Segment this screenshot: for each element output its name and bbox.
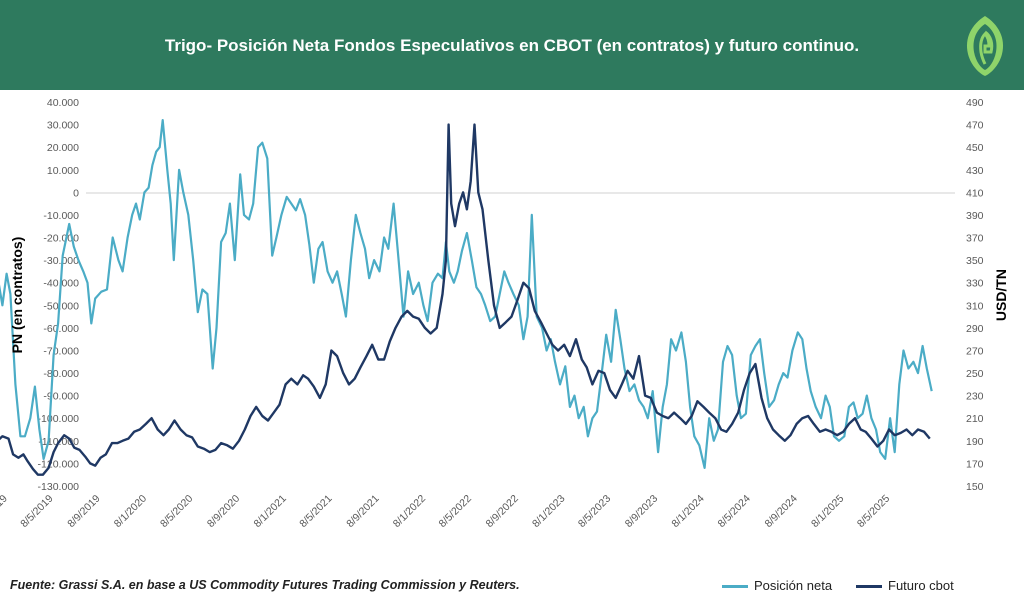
y-right-tick-label: 350 xyxy=(966,255,984,267)
x-tick-label: 8/9/2023 xyxy=(623,493,660,530)
right-axis-ticks: 490 470 450 430 410 390 370 350 330 310 290 270 250 2… xyxy=(966,97,984,493)
y-left-tick-label: -80.000 xyxy=(43,368,79,380)
legend-label-posicion-neta: Posición neta xyxy=(754,578,833,593)
x-tick-label: 8/5/2022 xyxy=(437,493,474,530)
y-left-tick-label: -120.000 xyxy=(38,458,80,470)
legend-item-posicion-neta: Posición neta xyxy=(722,578,832,593)
series-layer xyxy=(0,119,933,476)
x-tick-label: 8/9/2024 xyxy=(762,493,799,530)
chart-title: Trigo- Posición Neta Fondos Especulativo… xyxy=(164,36,860,55)
x-tick-label: 8/9/2019 xyxy=(65,493,102,530)
x-tick-label: 8/1/2022 xyxy=(391,493,428,530)
x-tick-label: 8/9/2021 xyxy=(344,493,381,530)
y-left-tick-label: 40.000 xyxy=(47,97,79,109)
y-left-tick-label: -100.000 xyxy=(38,413,80,425)
legend-swatch-posicion-neta xyxy=(722,585,748,589)
y-right-tick-label: 170 xyxy=(966,458,984,470)
y-left-tick-label: -20.000 xyxy=(43,233,79,245)
y-right-tick-label: 310 xyxy=(966,300,984,312)
source-note: Fuente: Grassi S.A. en base a US Commodi… xyxy=(10,578,520,592)
x-tick-label: 8/1/2021 xyxy=(251,493,288,530)
y-left-tick-label: -130.000 xyxy=(38,481,80,493)
y-right-tick-label: 490 xyxy=(966,97,984,109)
x-tick-label: 8/1/2020 xyxy=(112,493,149,530)
header-banner: Trigo- Posición Neta Fondos Especulativo… xyxy=(0,0,1024,90)
y-left-tick-label: 10.000 xyxy=(47,165,79,177)
y-right-tick-label: 470 xyxy=(966,120,984,132)
series-line-futuro-cbot xyxy=(0,123,931,476)
y-right-tick-label: 290 xyxy=(966,323,984,335)
chart-area: 40.000 30.000 20.000 10.000 0 -10.000 -20.000 -… xyxy=(0,97,1009,530)
y-right-tick-label: 390 xyxy=(966,210,984,222)
left-axis-ticks: 40.000 30.000 20.000 10.000 0 -10.000 -20.000 -… xyxy=(38,97,80,493)
x-tick-label: 8/1/2024 xyxy=(669,493,706,530)
y-right-tick-label: 230 xyxy=(966,391,984,403)
y-left-tick-label: 30.000 xyxy=(47,120,79,132)
series-line-posicion-neta xyxy=(0,119,933,469)
y-left-tick-label: 0 xyxy=(73,187,79,199)
y-left-tick-label: -70.000 xyxy=(43,345,79,357)
y-right-tick-label: 250 xyxy=(966,368,984,380)
y-left-tick-label: 20.000 xyxy=(47,142,79,154)
y-right-tick-label: 430 xyxy=(966,165,984,177)
x-tick-label: 8/5/2023 xyxy=(576,493,613,530)
legend-swatch-futuro-cbot xyxy=(856,585,882,589)
y-right-tick-label: 330 xyxy=(966,278,984,290)
x-tick-label: 8/5/2025 xyxy=(855,493,892,530)
y-right-tick-label: 190 xyxy=(966,436,984,448)
x-tick-label: 8/5/2019 xyxy=(18,493,55,530)
x-tick-label: 8/1/2019 xyxy=(0,493,10,530)
x-tick-label: 8/5/2021 xyxy=(297,493,334,530)
x-tick-label: 8/5/2020 xyxy=(158,493,195,530)
y-right-tick-label: 450 xyxy=(966,142,984,154)
y-right-tick-label: 150 xyxy=(966,481,984,493)
leaf-logo-icon xyxy=(966,16,1004,76)
y-left-tick-label: -60.000 xyxy=(43,323,79,335)
y-left-tick-label: -90.000 xyxy=(43,391,79,403)
y-axis-right-label: USD/TN xyxy=(993,269,1009,321)
y-right-tick-label: 210 xyxy=(966,413,984,425)
x-tick-label: 8/9/2020 xyxy=(205,493,242,530)
legend-label-futuro-cbot: Futuro cbot xyxy=(888,578,954,593)
x-tick-label: 8/9/2022 xyxy=(484,493,521,530)
y-right-tick-label: 370 xyxy=(966,233,984,245)
y-axis-left-label: PN (en contratos) xyxy=(9,237,25,354)
x-tick-label: 8/1/2023 xyxy=(530,493,567,530)
y-right-tick-label: 410 xyxy=(966,187,984,199)
y-left-tick-label: -50.000 xyxy=(43,300,79,312)
x-tick-label: 8/1/2025 xyxy=(809,493,846,530)
x-tick-label: 8/5/2024 xyxy=(716,493,753,530)
y-right-tick-label: 270 xyxy=(966,345,984,357)
legend-item-futuro-cbot: Futuro cbot xyxy=(856,578,954,593)
y-left-tick-label: -10.000 xyxy=(43,210,79,222)
x-axis-ticks: 8/1/2019 8/5/2019 8/9/2019 8/1/2020 8/5/2020… xyxy=(0,493,892,530)
